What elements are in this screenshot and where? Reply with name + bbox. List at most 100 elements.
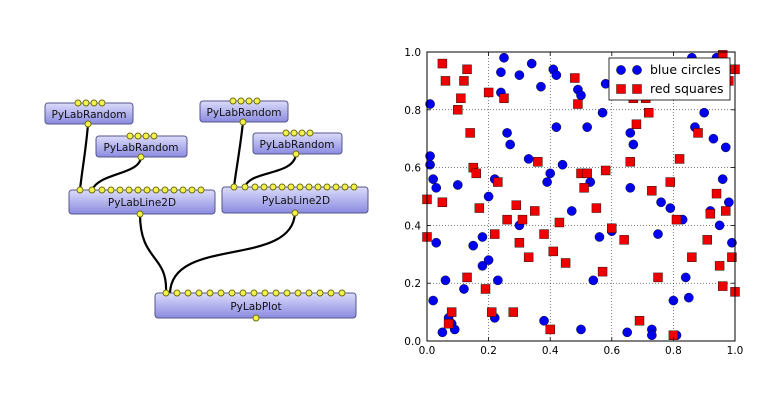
input-port[interactable] [296, 183, 304, 191]
input-port[interactable] [88, 186, 96, 194]
input-port[interactable] [338, 289, 346, 297]
input-port[interactable] [134, 186, 142, 194]
input-port[interactable] [237, 97, 245, 105]
input-port[interactable] [126, 132, 134, 140]
node-pylabline2d-2[interactable]: PyLabLine2D [221, 183, 369, 217]
wire-rand1-line1[interactable] [78, 123, 90, 191]
input-port[interactable] [229, 97, 237, 105]
output-port[interactable] [292, 150, 300, 158]
input-port[interactable] [197, 186, 205, 194]
blue-circle-point [724, 197, 734, 208]
wire-rand4-line2[interactable] [243, 153, 298, 188]
blue-circle-point [551, 70, 562, 80]
input-port[interactable] [206, 289, 214, 297]
input-port[interactable] [143, 186, 151, 194]
input-port[interactable] [170, 186, 178, 194]
node-pylabrandom-2[interactable]: PyLabRandom [95, 132, 188, 161]
red-square-point [459, 76, 469, 86]
input-port[interactable] [272, 289, 280, 297]
node-pylabrandom-1[interactable]: PyLabRandom [44, 99, 134, 128]
input-port[interactable] [283, 289, 291, 297]
input-port[interactable] [327, 289, 335, 297]
input-port[interactable] [161, 186, 169, 194]
input-port[interactable] [298, 129, 306, 137]
input-port[interactable] [90, 99, 98, 107]
blue-circle-point [665, 203, 676, 213]
node-label: PyLabRandom [52, 109, 127, 121]
node-pylabrandom-4[interactable]: PyLabRandom [252, 129, 343, 158]
input-port[interactable] [250, 289, 258, 297]
input-port[interactable] [261, 289, 269, 297]
input-port[interactable] [150, 132, 158, 140]
input-port[interactable] [278, 183, 286, 191]
wire-rand3-line2[interactable] [232, 121, 245, 188]
input-port[interactable] [195, 289, 203, 297]
output-port[interactable] [252, 314, 260, 322]
input-port[interactable] [251, 183, 259, 191]
blue-circle-point [551, 122, 562, 132]
input-port[interactable] [305, 183, 313, 191]
input-port[interactable] [125, 186, 133, 194]
input-ports [230, 183, 358, 191]
node-pylabrandom-3[interactable]: PyLabRandom [199, 97, 289, 126]
input-port[interactable] [107, 186, 115, 194]
input-port[interactable] [230, 183, 238, 191]
input-port[interactable] [287, 183, 295, 191]
input-port[interactable] [74, 99, 82, 107]
node-label: PyLabLine2D [262, 195, 330, 207]
input-port[interactable] [173, 289, 181, 297]
input-port[interactable] [332, 183, 340, 191]
node-pylabline2d-1[interactable]: PyLabLine2D [68, 186, 216, 218]
input-port[interactable] [98, 186, 106, 194]
blue-circle-point [437, 327, 448, 338]
output-port[interactable] [136, 210, 144, 218]
input-port[interactable] [239, 289, 247, 297]
input-port[interactable] [188, 186, 196, 194]
input-port[interactable] [142, 132, 150, 140]
input-port[interactable] [134, 132, 142, 140]
wire-rand2-line1[interactable] [90, 156, 143, 191]
input-port[interactable] [228, 289, 236, 297]
red-square-point [582, 168, 592, 179]
input-port[interactable] [269, 183, 277, 191]
x-tick-label: 0.2 [480, 345, 497, 357]
input-port[interactable] [282, 129, 290, 137]
input-port[interactable] [217, 289, 225, 297]
red-square-point [490, 229, 500, 239]
wire-line2-plot[interactable] [168, 212, 297, 294]
input-port[interactable] [350, 183, 358, 191]
input-port[interactable] [82, 99, 90, 107]
red-square-point [548, 246, 558, 257]
node-pylabplot[interactable]: PyLabPlot [154, 289, 357, 322]
input-port[interactable] [314, 183, 322, 191]
input-port[interactable] [76, 186, 84, 194]
blue-circle-point [440, 275, 451, 286]
output-port[interactable] [84, 120, 92, 128]
input-port[interactable] [305, 289, 313, 297]
input-port[interactable] [98, 99, 106, 107]
input-port[interactable] [306, 129, 314, 137]
output-port[interactable] [291, 209, 299, 217]
input-port[interactable] [323, 183, 331, 191]
input-port[interactable] [162, 289, 170, 297]
input-port[interactable] [316, 289, 324, 297]
wire-line1-plot[interactable] [138, 213, 168, 294]
red-square-point [714, 261, 725, 271]
input-port[interactable] [152, 186, 160, 194]
red-square-point [511, 200, 522, 210]
input-port[interactable] [116, 186, 124, 194]
input-port[interactable] [184, 289, 192, 297]
input-port[interactable] [245, 97, 253, 105]
input-port[interactable] [294, 289, 302, 297]
blue-circle-point [594, 232, 605, 242]
red-square-point [653, 272, 663, 283]
input-port[interactable] [179, 186, 187, 194]
output-port[interactable] [137, 153, 145, 161]
input-port[interactable] [341, 183, 349, 191]
input-port[interactable] [290, 129, 298, 137]
input-port[interactable] [253, 97, 261, 105]
output-port[interactable] [239, 118, 247, 126]
input-port[interactable] [260, 183, 268, 191]
input-port[interactable] [241, 183, 249, 191]
